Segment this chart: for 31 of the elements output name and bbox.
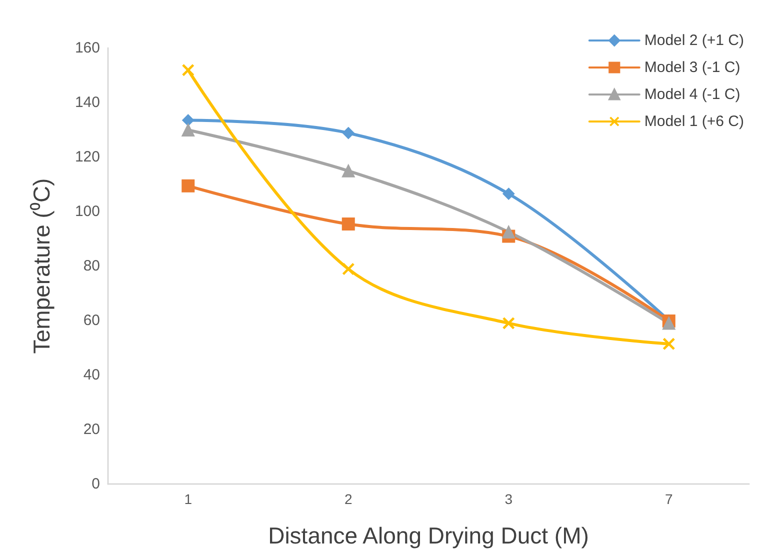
y-tick-label: 160 [74, 40, 100, 56]
x-tick-label: 7 [664, 491, 673, 507]
y-tick-label: 0 [92, 476, 100, 492]
legend-label: Model 2 (+1 C) [644, 32, 744, 49]
point [502, 188, 515, 200]
point [662, 338, 675, 350]
point [182, 64, 194, 76]
legend-label: Model 1 (+6 C) [644, 113, 744, 130]
point [182, 179, 195, 192]
point [342, 164, 355, 178]
point [182, 114, 194, 126]
x-tick-label: 2 [344, 491, 352, 507]
point [342, 218, 355, 231]
point [502, 225, 516, 238]
point [182, 124, 195, 137]
point [342, 127, 354, 140]
point [342, 262, 354, 275]
x-tick-label: 1 [184, 491, 192, 507]
y-tick-label: 120 [74, 148, 100, 166]
x-tick-label: 3 [504, 491, 513, 507]
y-tick-label: 60 [83, 312, 100, 329]
y-tick-label: 40 [83, 366, 100, 384]
point [502, 317, 515, 330]
legend-label: Model 3 (-1 C) [644, 59, 740, 76]
y-tick-label: 80 [83, 258, 100, 274]
y-tick-label: 140 [74, 94, 100, 111]
y-tick-label: 100 [74, 203, 100, 220]
legend-label: Model 4 (-1 C) [644, 86, 740, 103]
y-axis-title: Temperature (⁰C) [28, 178, 54, 354]
x-axis-title: Distance Along Drying Duct (M) [268, 522, 589, 548]
y-tick-label: 20 [83, 421, 100, 438]
